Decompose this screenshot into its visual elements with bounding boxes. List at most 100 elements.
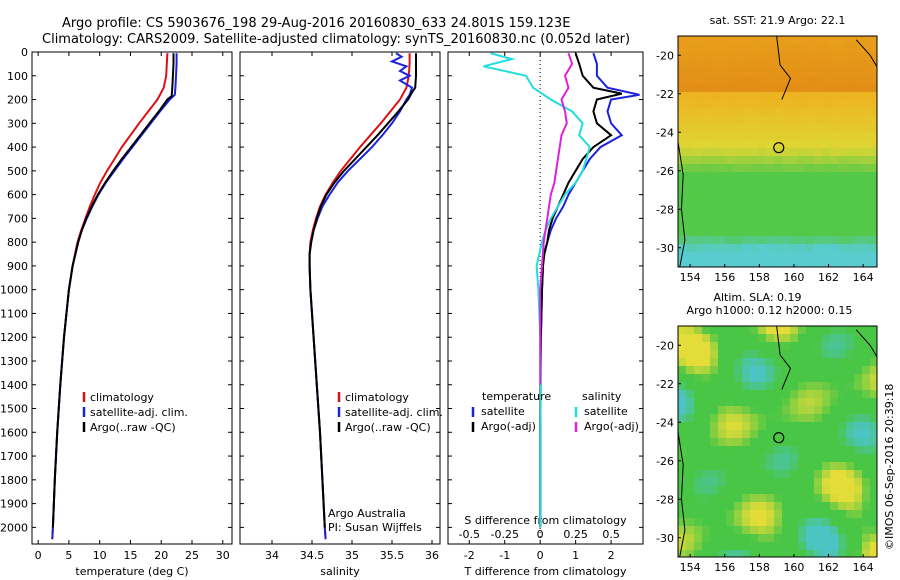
map-cell [694, 478, 702, 486]
map-cell [758, 550, 766, 557]
map-cell [790, 260, 798, 267]
map-cell [686, 398, 694, 406]
depth-tick-label: 1300 [0, 355, 28, 368]
map-cell [774, 164, 782, 172]
map-cell [870, 60, 877, 68]
map-cell [742, 220, 750, 228]
map-cell [702, 100, 710, 108]
map-cell [750, 390, 758, 398]
map-cell [742, 334, 750, 342]
map-cell [750, 60, 758, 68]
map-cell [814, 478, 822, 486]
map-cell [694, 260, 702, 267]
map-cell [830, 398, 838, 406]
map-cell [750, 84, 758, 92]
map-cell [806, 398, 814, 406]
map-cell [862, 406, 870, 414]
map-cell [710, 326, 718, 334]
map-cell [750, 68, 758, 76]
map-cell [750, 164, 758, 172]
map-cell [854, 212, 862, 220]
map-cell [726, 124, 734, 132]
map-cell [814, 502, 822, 510]
argo-position-marker [773, 432, 785, 444]
map-cell [758, 252, 766, 260]
map-cell [718, 414, 726, 422]
map-cell [782, 124, 790, 132]
map-cell [718, 470, 726, 478]
map-cell [838, 406, 846, 414]
map-cell [686, 422, 694, 430]
map-cell [726, 438, 734, 446]
map-cell [686, 374, 694, 382]
map-cell [766, 92, 774, 100]
map-cell [846, 470, 854, 478]
map-cell [846, 542, 854, 550]
map-cell [854, 406, 862, 414]
map-cell [814, 52, 822, 60]
map-cell [742, 350, 750, 358]
map-cell [742, 228, 750, 236]
map-cell [862, 430, 870, 438]
map-y-tick-label: -22 [656, 378, 674, 391]
map-cell [694, 68, 702, 76]
map-cell [838, 358, 846, 366]
map-cell [758, 132, 766, 140]
map-cell [750, 422, 758, 430]
map-cell [710, 382, 718, 390]
map-cell [766, 374, 774, 382]
map-cell [718, 252, 726, 260]
x-tick-label: -2 [464, 549, 475, 562]
map-cell [862, 382, 870, 390]
map-cell [798, 92, 806, 100]
map-cell [710, 132, 718, 140]
map-cell [694, 60, 702, 68]
map-cell [806, 68, 814, 76]
map-cell [734, 422, 742, 430]
map-cell [718, 382, 726, 390]
map-cell [734, 550, 742, 557]
map-cell [870, 188, 877, 196]
map-cell [734, 244, 742, 252]
map-cell [862, 550, 870, 557]
map-title: sat. SST: 21.9 Argo: 22.1 [710, 14, 846, 27]
map-cell [798, 124, 806, 132]
map-cell [798, 342, 806, 350]
map-cell [838, 164, 846, 172]
map-cell [726, 196, 734, 204]
map-cell [734, 366, 742, 374]
map-cell [830, 518, 838, 526]
map-cell [822, 108, 830, 116]
map-cell [862, 454, 870, 462]
map-cell [726, 140, 734, 148]
map-cell [686, 350, 694, 358]
map-cell [694, 334, 702, 342]
map-cell [798, 446, 806, 454]
map-cell [694, 252, 702, 260]
map-cell [678, 116, 686, 124]
map-cell [838, 172, 846, 180]
map-cell [862, 180, 870, 188]
map-cell [870, 358, 877, 366]
map-cell [854, 60, 862, 68]
map-cell [702, 334, 710, 342]
map-cell [718, 398, 726, 406]
depth-tick-label: 800 [7, 236, 28, 249]
map-cell [758, 124, 766, 132]
map-cell [862, 108, 870, 116]
map-cell [846, 44, 854, 52]
map-cell [694, 526, 702, 534]
map-cell [790, 220, 798, 228]
map-cell [798, 228, 806, 236]
map-cell [822, 84, 830, 92]
map-cell [814, 382, 822, 390]
map-cell [838, 422, 846, 430]
map-cell [734, 382, 742, 390]
map-cell [806, 430, 814, 438]
map-cell [822, 100, 830, 108]
map-cell [838, 486, 846, 494]
map-cell [814, 406, 822, 414]
map-cell [734, 140, 742, 148]
map-cell [790, 358, 798, 366]
map-cell [766, 124, 774, 132]
